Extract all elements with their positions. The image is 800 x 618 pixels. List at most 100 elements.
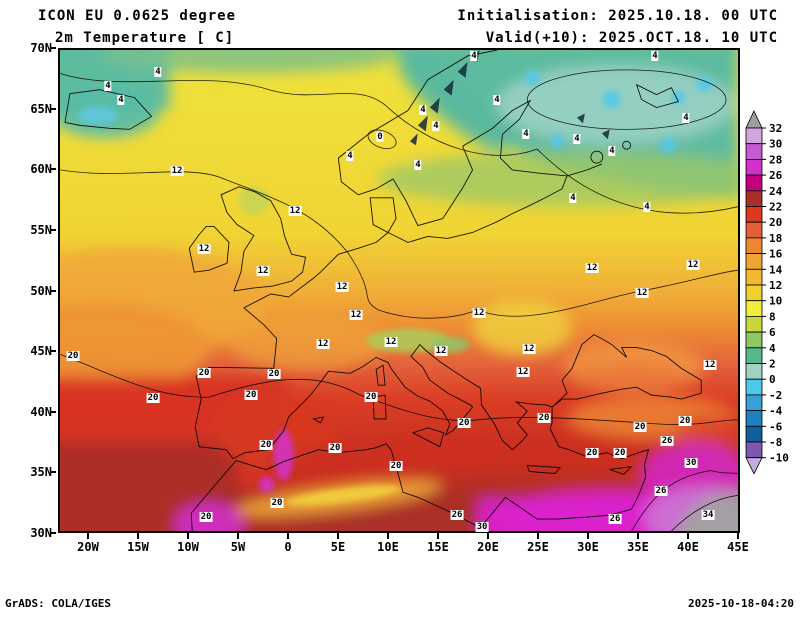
grads-credit: GrADS: COLA/IGES [5,597,111,610]
colorbar-tick-label: 10 [769,295,782,308]
colorbar-segment [745,347,763,364]
y-tick-label: 70N [30,41,52,55]
initialisation-time: Initialisation: 2025.10.18. 00 UTC [457,8,778,24]
temperature-map [58,48,740,533]
colorbar-tick-label: 26 [769,169,783,182]
colorbar-tick-label: 28 [769,153,782,166]
colorbar-segment [745,174,763,192]
valid-time: Valid(+10): 2025.OCT.18. 10 UTC [485,30,778,46]
y-tick-label: 30N [30,526,52,540]
x-tick-mark [387,533,389,539]
colorbar-tick-label: 18 [769,232,782,245]
colorbar-segment [745,425,763,443]
x-tick-label: 10W [177,540,199,554]
colorbar-segment [745,394,763,411]
colorbar-segment [745,253,763,270]
y-tick-label: 40N [30,404,52,419]
colorbar-segment [745,331,763,349]
colorbar-tick-label: 2 [769,358,776,371]
x-tick-mark [137,533,139,539]
y-tick-mark [50,471,56,474]
x-tick-label: 10E [377,540,399,554]
colorbar-tick-label: 32 [769,122,782,135]
x-tick-label: 45E [727,540,749,554]
y-tick-mark [50,47,56,49]
x-tick-mark [687,533,689,539]
x-tick-mark [537,533,539,539]
x-tick-label: 20W [77,540,99,554]
x-tick-mark [587,533,589,539]
y-tick-label: 55N [30,222,52,237]
coastlines [64,50,702,531]
colorbar-segment [745,159,763,176]
colorbar-tick-label: -6 [769,420,783,433]
colorbar-segment [745,315,763,333]
colorbar-segment [745,363,763,380]
x-tick-label: 0 [284,540,292,554]
colorbar-tick-label: 30 [769,138,782,151]
x-tick-label: 40E [677,540,699,554]
colorbar-segment [745,268,763,286]
colorbar-below-arrow [745,457,763,475]
y-tick-mark [50,168,56,171]
x-tick-mark [337,533,339,539]
x-tick-label: 30E [577,540,599,554]
x-tick-label: 25E [527,540,549,554]
variable-title: 2m Temperature [ C] [55,30,235,46]
colorbar-segment [745,284,763,302]
colorbar-segment [745,127,763,145]
colorbar-tick-label: 8 [769,310,776,323]
y-tick-label: 65N [30,101,52,116]
colorbar-tick-label: 16 [769,248,783,261]
y-tick-label: 50N [30,283,52,298]
y-tick-mark [50,289,56,292]
x-tick-mark [237,533,239,539]
colorbar-segment [745,221,763,239]
x-tick-mark [87,533,89,539]
colorbar-tick-label: 12 [769,279,782,292]
y-tick-label: 45N [30,344,52,359]
x-tick-label: 35E [627,540,649,554]
x-tick-label: 5E [330,540,346,554]
y-tick-mark [50,107,56,110]
colorbar-segment [745,237,763,254]
colorbar-tick-label: 14 [769,263,783,276]
y-tick-mark [50,532,56,534]
colorbar-tick-label: 24 [769,185,783,198]
colorbar-segment [745,300,763,317]
map-graphic [60,50,738,531]
y-tick-label: 60N [30,162,52,177]
x-tick-label: 20E [477,540,499,554]
colorbar-segment [745,190,763,207]
y-tick-label: 35N [30,465,52,480]
colorbar-segment [745,441,763,459]
x-tick-label: 5W [230,540,246,554]
x-tick-mark [737,533,739,539]
colorbar-tick-label: 6 [769,326,776,339]
colorbar-tick-label: -4 [769,405,783,418]
colorbar-segment [745,410,763,427]
colorbar-tick-label: -8 [769,436,782,449]
y-tick-mark [50,228,56,231]
colorbar-tick-label: 0 [769,373,776,386]
colorbar-segment [745,143,763,160]
colorbar-tick-label: 20 [769,216,782,229]
temperature-field-blobs [60,50,738,531]
colorbar-above-arrow [745,110,763,129]
x-tick-mark [287,533,289,539]
x-tick-mark [637,533,639,539]
colorbar-segment [745,206,763,223]
y-tick-mark [50,410,56,413]
plot-timestamp: 2025-10-18-04:20 [688,597,794,610]
x-tick-mark [187,533,189,539]
colorbar-tick-label: 22 [769,201,782,214]
colorbar-segment [745,378,763,396]
x-tick-label: 15W [127,540,149,554]
x-tick-label: 15E [427,540,449,554]
model-title: ICON EU 0.0625 degree [38,8,237,24]
colorbar-tick-label: -2 [769,389,782,402]
y-tick-mark [50,350,56,353]
x-tick-mark [437,533,439,539]
